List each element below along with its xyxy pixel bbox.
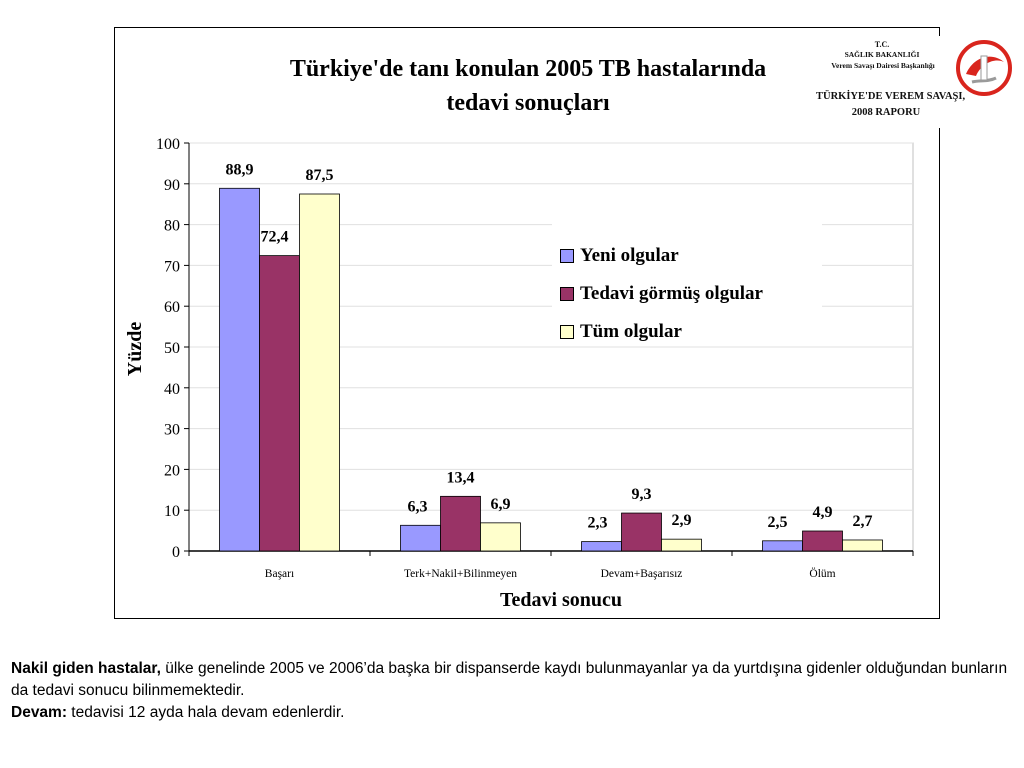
logo-emblem-icon (956, 40, 1012, 96)
y-tick-label: 0 (172, 544, 180, 561)
data-label: 6,9 (491, 496, 511, 513)
ministry-logo: T.C. SAĞLIK BAKANLIĞI Verem Savaşı Daire… (812, 36, 1017, 128)
data-label: 4,9 (813, 504, 833, 521)
bar (661, 538, 702, 552)
data-label: 9,3 (632, 486, 652, 503)
data-label: 13,4 (447, 469, 475, 486)
legend-item-previously-treated: Tedavi görmüş olgular (560, 283, 763, 305)
bar (581, 541, 622, 552)
note-continuing-text: tedavisi 12 ayda hala devam edenlerdir. (67, 704, 345, 721)
logo-line-4: TÜRKİYE'DE VEREM SAVAŞI, (816, 91, 966, 102)
data-label: 2,7 (853, 513, 873, 530)
chart-legend: Yeni olgular Tedavi görmüş olgular Tüm o… (552, 221, 822, 342)
logo-line-3: Verem Savaşı Dairesi Başkanlığı (831, 61, 935, 70)
bar (299, 193, 340, 552)
x-tick-label: Devam+Başarısız (601, 568, 683, 580)
x-tick-label: Terk+Nakil+Bilinmeyen (404, 568, 517, 580)
bar (802, 530, 843, 552)
note-transfer-text: ülke genelinde 2005 ve 2006’da başka bir… (11, 660, 1008, 699)
data-label: 2,5 (768, 514, 788, 531)
x-axis-label: Tedavi sonucu (500, 589, 622, 611)
legend-swatch-previously-treated (560, 287, 574, 301)
notes-block: Nakil giden hastalar, ülke genelinde 200… (11, 658, 1011, 724)
bar (259, 255, 300, 552)
y-tick-label: 40 (164, 381, 180, 398)
data-label: 88,9 (226, 161, 254, 178)
y-tick-label: 50 (164, 340, 180, 357)
data-label: 2,9 (672, 512, 692, 529)
note-transfer: Nakil giden hastalar, ülke genelinde 200… (11, 658, 1011, 702)
note-transfer-label: Nakil giden hastalar, (11, 660, 161, 677)
chart-title-line-2: tedavi sonuçları (446, 90, 610, 116)
legend-label-previously-treated: Tedavi görmüş olgular (580, 283, 763, 304)
bar (219, 187, 260, 552)
legend-swatch-all-cases (560, 325, 574, 339)
y-tick-label: 90 (164, 177, 180, 194)
bar-chart: 0 10 20 30 40 50 60 70 80 90 100 88,9 72,4 87,5 Başarı… (124, 136, 914, 611)
chart-title-line-1: Türkiye'de tanı konulan 2005 TB hastalar… (289, 56, 767, 82)
legend-item-new-cases: Yeni olgular (560, 245, 679, 267)
bar (400, 524, 441, 552)
data-label: 72,4 (261, 229, 289, 246)
bar (762, 540, 803, 552)
y-tick-label: 80 (164, 218, 180, 235)
y-tick-label: 70 (164, 258, 180, 275)
data-label: 87,5 (306, 167, 334, 184)
bar (621, 512, 662, 552)
y-tick-label: 60 (164, 299, 180, 316)
y-axis-label: Yüzde (124, 322, 146, 377)
logo-line-1: T.C. (874, 40, 890, 49)
x-tick-label: Başarı (265, 568, 294, 580)
bar (440, 495, 481, 552)
data-label: 6,3 (408, 498, 428, 515)
note-continuing-label: Devam: (11, 704, 67, 721)
y-tick-label: 30 (164, 422, 180, 439)
data-label: 2,3 (588, 515, 608, 532)
logo-line-2: SAĞLIK BAKANLIĞI (844, 50, 920, 59)
x-tick-label: Ölüm (809, 566, 835, 580)
legend-swatch-new-cases (560, 249, 574, 263)
bar (842, 539, 883, 552)
y-tick-label: 100 (156, 136, 180, 153)
legend-label-all-cases: Tüm olgular (580, 321, 682, 342)
bar (480, 522, 521, 552)
y-tick-label: 20 (164, 462, 180, 479)
logo-line-5: 2008 RAPORU (851, 107, 921, 118)
chart-container: Türkiye'de tanı konulan 2005 TB hastalar… (114, 27, 940, 619)
legend-label-new-cases: Yeni olgular (580, 245, 679, 266)
legend-item-all-cases: Tüm olgular (560, 321, 682, 343)
y-tick-label: 10 (164, 503, 180, 520)
note-continuing: Devam: tedavisi 12 ayda hala devam edenl… (11, 702, 1011, 724)
